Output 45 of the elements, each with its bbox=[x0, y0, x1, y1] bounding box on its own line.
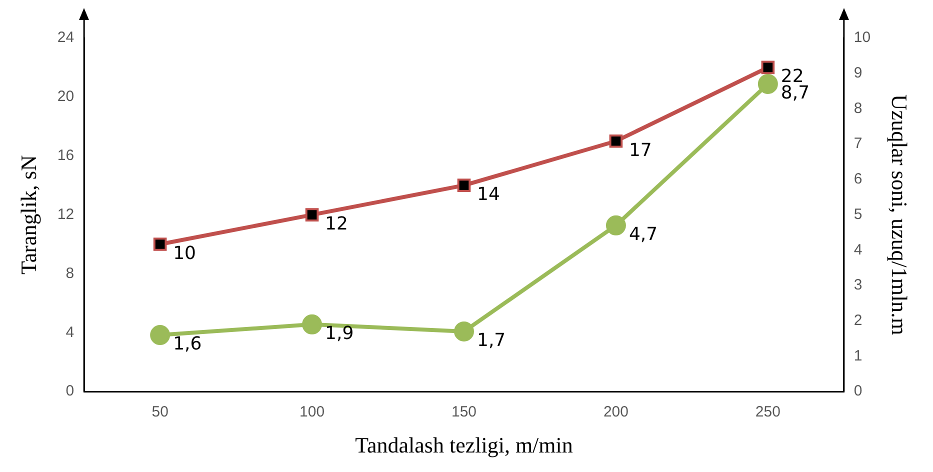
data-label: 10 bbox=[173, 242, 196, 264]
point bbox=[758, 74, 778, 94]
x-tick-label: 100 bbox=[300, 404, 325, 421]
y-tick-label: 8 bbox=[66, 264, 74, 282]
y2-tick-label: 1 bbox=[854, 347, 862, 364]
y2-tick-label: 9 bbox=[854, 64, 862, 82]
data-label: 17 bbox=[628, 140, 652, 161]
y-tick-label: 0 bbox=[66, 382, 74, 400]
y2-tick-label: 0 bbox=[854, 382, 862, 400]
data-label: 1,7 bbox=[477, 330, 506, 352]
point bbox=[150, 325, 170, 346]
y-tick-label: 16 bbox=[57, 147, 74, 164]
data-label: 4,7 bbox=[628, 224, 658, 246]
y2-axis-title: Uzuqlar soni, uzuq/1mln.m bbox=[887, 94, 912, 336]
y2-tick-label: 8 bbox=[854, 100, 862, 117]
y-tick-label: 24 bbox=[57, 29, 74, 46]
point bbox=[457, 178, 471, 192]
data-label: 1,9 bbox=[325, 323, 354, 344]
y-tick-label: 20 bbox=[57, 88, 74, 106]
point bbox=[305, 208, 319, 222]
point bbox=[606, 215, 626, 236]
x-tick-label: 150 bbox=[451, 404, 477, 421]
point bbox=[761, 60, 775, 74]
data-label: 12 bbox=[325, 213, 348, 234]
y2-tick-label: 6 bbox=[854, 170, 862, 188]
y-axis-title: Taranglik, sN bbox=[16, 154, 41, 275]
y-tick-label: 12 bbox=[57, 206, 74, 223]
x-tick-label: 200 bbox=[603, 404, 628, 421]
y2-tick-label: 4 bbox=[854, 241, 862, 258]
x-tick-label: 250 bbox=[755, 404, 780, 421]
data-label: 1,6 bbox=[173, 334, 202, 355]
y-tick-label: 4 bbox=[66, 324, 74, 341]
point bbox=[609, 134, 623, 148]
x-axis-title: Tandalash tezligi, m/min bbox=[355, 432, 573, 458]
y2-tick-label: 7 bbox=[854, 135, 862, 152]
y2-tick-label: 10 bbox=[854, 29, 871, 46]
y2-tick-label: 5 bbox=[854, 206, 862, 223]
y2-tick-label: 2 bbox=[854, 312, 862, 330]
x-tick-label: 50 bbox=[152, 404, 168, 421]
point bbox=[153, 238, 167, 251]
data-label: 14 bbox=[477, 184, 500, 206]
point bbox=[302, 314, 322, 334]
data-label: 8,7 bbox=[780, 82, 810, 104]
y2-tick-label: 3 bbox=[854, 276, 862, 294]
point bbox=[454, 321, 474, 342]
